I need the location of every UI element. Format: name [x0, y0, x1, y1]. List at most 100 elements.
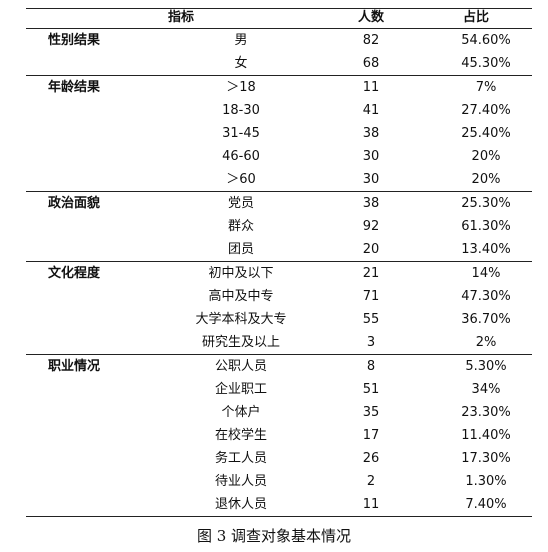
survey-table: 指标 人数 占比 性别结果 男 82 54.60% 女 68 45.30% 年龄结果 ＞18 11…	[26, 8, 532, 517]
figure-caption: 图 3 调查对象基本情况	[196, 527, 352, 545]
group-divider	[26, 191, 532, 192]
pct-cell: 45.30%	[461, 56, 511, 71]
table-row: 企业职工 51 34%	[26, 378, 532, 401]
count-cell: 51	[362, 382, 380, 397]
table-row: 在校学生 17 11.40%	[26, 424, 532, 447]
table-body: 性别结果 男 82 54.60% 女 68 45.30% 年龄结果 ＞18 11 7% 18-30 41…	[26, 28, 532, 517]
count-cell: 2	[366, 474, 376, 489]
item-cell: 退休人员	[214, 497, 267, 512]
pct-cell: 7.40%	[465, 497, 507, 512]
table-row: 政治面貌 党员 38 25.30%	[26, 192, 532, 215]
item-cell: 待业人员	[214, 474, 267, 489]
table-row: 务工人员 26 17.30%	[26, 447, 532, 470]
count-cell: 41	[362, 103, 380, 118]
count-cell: 82	[362, 33, 380, 48]
pct-cell: 14%	[471, 266, 501, 281]
group-divider	[26, 354, 532, 355]
count-cell: 20	[362, 242, 380, 257]
count-cell: 35	[362, 405, 380, 420]
table-header-row: 指标 人数 占比	[26, 8, 532, 28]
count-cell: 11	[362, 497, 380, 512]
item-cell: ＞60	[226, 172, 256, 187]
table-row: 性别结果 男 82 54.60%	[26, 29, 532, 52]
item-cell: 个体户	[221, 405, 261, 420]
table-row: 待业人员 2 1.30%	[26, 470, 532, 493]
item-cell: 高中及中专	[208, 289, 274, 304]
count-cell: 30	[362, 172, 380, 187]
table-row: 群众 92 61.30%	[26, 215, 532, 238]
table-row: 18-30 41 27.40%	[26, 99, 532, 122]
item-cell: 公职人员	[214, 359, 267, 374]
table-row: 大学本科及大专 55 36.70%	[26, 308, 532, 331]
count-cell: 68	[362, 56, 380, 71]
item-cell: 务工人员	[214, 451, 267, 466]
pct-cell: 27.40%	[461, 103, 511, 118]
count-cell: 38	[362, 126, 380, 141]
group-label: 年龄结果	[48, 80, 101, 95]
table-row: ＞60 30 20%	[26, 168, 532, 191]
pct-cell: 25.30%	[461, 196, 511, 211]
item-cell: 群众	[227, 219, 254, 234]
item-cell: 18-30	[222, 103, 260, 118]
count-cell: 38	[362, 196, 380, 211]
table-row: 31-45 38 25.40%	[26, 122, 532, 145]
pct-cell: 5.30%	[465, 359, 507, 374]
pct-cell: 36.70%	[461, 312, 511, 327]
count-cell: 3	[366, 335, 376, 350]
table-row: 女 68 45.30%	[26, 52, 532, 75]
item-cell: 大学本科及大专	[195, 312, 287, 327]
header-indicator: 指标	[167, 10, 194, 25]
count-cell: 55	[362, 312, 380, 327]
group-divider	[26, 261, 532, 262]
pct-cell: 20%	[471, 149, 501, 164]
pct-cell: 2%	[475, 335, 497, 350]
table-row: 退休人员 11 7.40%	[26, 493, 532, 516]
table-top-rule	[26, 8, 532, 9]
item-cell: 企业职工	[214, 382, 267, 397]
count-cell: 26	[362, 451, 380, 466]
table-row: 46-60 30 20%	[26, 145, 532, 168]
pct-cell: 7%	[475, 80, 497, 95]
count-cell: 11	[362, 80, 380, 95]
item-cell: 女	[234, 56, 248, 71]
table-row: 研究生及以上 3 2%	[26, 331, 532, 354]
header-count: 人数	[357, 10, 384, 25]
pct-cell: 34%	[471, 382, 501, 397]
table-row: 高中及中专 71 47.30%	[26, 285, 532, 308]
item-cell: 在校学生	[214, 428, 267, 443]
count-cell: 17	[362, 428, 380, 443]
header-pct: 占比	[462, 10, 489, 25]
pct-cell: 54.60%	[461, 33, 511, 48]
group-divider	[26, 28, 532, 29]
group-divider	[26, 75, 532, 76]
pct-cell: 20%	[471, 172, 501, 187]
pct-cell: 17.30%	[461, 451, 511, 466]
group-label: 政治面貌	[48, 196, 101, 211]
count-cell: 71	[362, 289, 380, 304]
item-cell: 初中及以下	[208, 266, 274, 281]
group-label: 职业情况	[48, 359, 101, 374]
table-row: 职业情况 公职人员 8 5.30%	[26, 355, 532, 378]
table-row: 年龄结果 ＞18 11 7%	[26, 76, 532, 99]
pct-cell: 47.30%	[461, 289, 511, 304]
pct-cell: 1.30%	[465, 474, 507, 489]
table-bottom-rule	[26, 516, 532, 517]
count-cell: 30	[362, 149, 380, 164]
group-label: 文化程度	[48, 266, 101, 281]
pct-cell: 11.40%	[461, 428, 511, 443]
item-cell: 46-60	[222, 149, 260, 164]
item-cell: 31-45	[222, 126, 260, 141]
group-label: 性别结果	[48, 33, 101, 48]
count-cell: 21	[362, 266, 380, 281]
count-cell: 92	[362, 219, 380, 234]
pct-cell: 13.40%	[461, 242, 511, 257]
item-cell: 团员	[227, 242, 254, 257]
item-cell: 研究生及以上	[201, 335, 280, 350]
item-cell: 男	[234, 33, 248, 48]
item-cell: ＞18	[226, 80, 256, 95]
pct-cell: 61.30%	[461, 219, 511, 234]
pct-cell: 25.40%	[461, 126, 511, 141]
table-row: 文化程度 初中及以下 21 14%	[26, 262, 532, 285]
table-row: 团员 20 13.40%	[26, 238, 532, 261]
table-row: 个体户 35 23.30%	[26, 401, 532, 424]
